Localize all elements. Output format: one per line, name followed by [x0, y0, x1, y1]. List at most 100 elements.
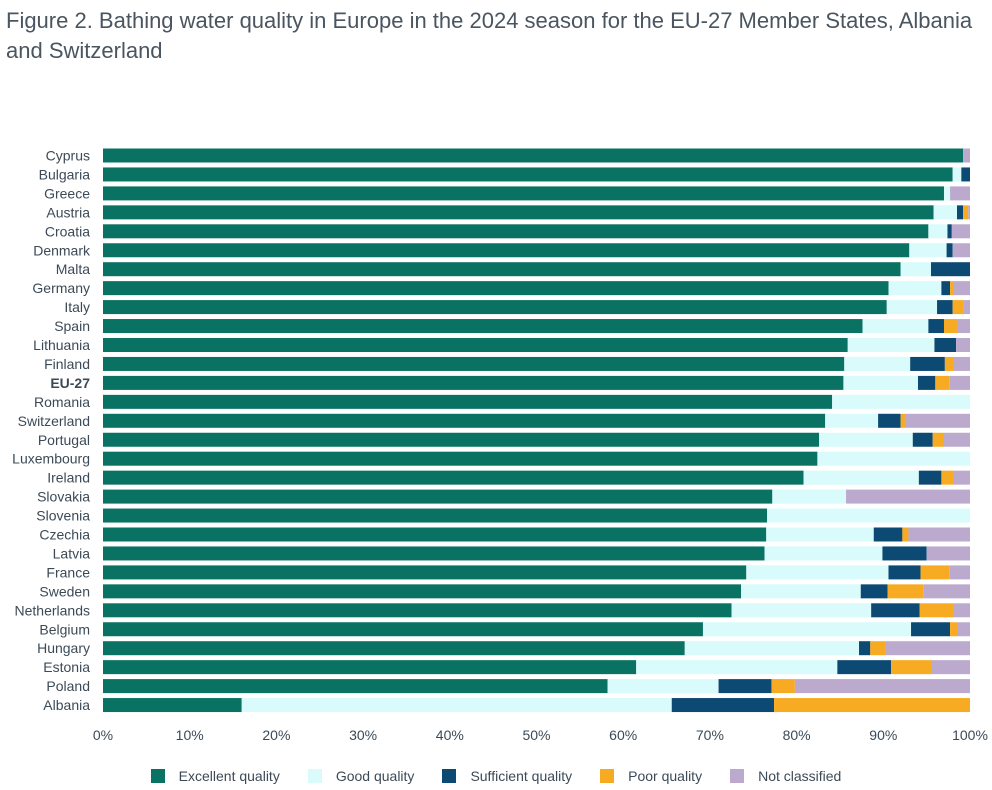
bar-segment-sweden-poor-quality	[887, 584, 924, 599]
bar-segment-germany-poor-quality	[950, 281, 954, 296]
bar-segment-portugal-sufficient-quality	[912, 432, 933, 447]
category-label-ireland: Ireland	[47, 470, 90, 486]
x-tick-label: 10%	[176, 727, 204, 743]
bar-segment-croatia-sufficient-quality	[947, 224, 952, 239]
bar-segment-germany-not-classified	[953, 281, 970, 296]
bar-segment-denmark-not-classified	[952, 243, 970, 258]
legend-swatch	[150, 769, 165, 783]
bar-segment-lithuania-good-quality	[847, 338, 935, 352]
bar-row-romania	[103, 394, 970, 409]
bar-segment-greece-good-quality	[943, 186, 951, 201]
legend-item-good-quality: Good quality	[307, 768, 415, 784]
x-tick-label: 0%	[93, 727, 113, 743]
bar-segment-denmark-sufficient-quality	[946, 243, 953, 258]
bar-segment-bulgaria-excellent-quality	[103, 167, 953, 182]
bar-segment-poland-not-classified	[794, 679, 970, 694]
bar-segment-switzerland-sufficient-quality	[878, 413, 901, 428]
bar-segment-spain-poor-quality	[943, 319, 957, 334]
bar-segment-finland-excellent-quality	[103, 356, 845, 371]
bar-segment-estonia-not-classified	[930, 660, 970, 675]
bar-segment-poland-good-quality	[607, 679, 719, 694]
bar-segment-slovenia-good-quality	[767, 508, 970, 523]
bar-segment-eu-27-good-quality	[843, 375, 918, 390]
legend-swatch	[600, 769, 615, 783]
bar-segment-malta-excellent-quality	[103, 262, 901, 277]
category-labels: Cyprus Bulgaria Greece Austria Croatia Denmar…	[12, 148, 91, 714]
bar-row-france	[103, 565, 970, 580]
bar-segment-denmark-good-quality	[909, 243, 947, 258]
bar-segment-italy-good-quality	[886, 300, 938, 315]
bar-segment-finland-sufficient-quality	[910, 356, 945, 371]
bar-segment-switzerland-excellent-quality	[103, 413, 826, 428]
bar-segment-hungary-excellent-quality	[103, 641, 685, 656]
category-label-denmark: Denmark	[33, 242, 91, 258]
bar-segment-belgium-poor-quality	[950, 622, 957, 637]
bar-segment-portugal-excellent-quality	[103, 432, 820, 447]
category-label-czechia: Czechia	[39, 527, 90, 543]
bar-segment-estonia-excellent-quality	[103, 660, 637, 675]
bar-segment-poland-excellent-quality	[103, 679, 608, 694]
bar-row-portugal	[103, 432, 970, 447]
bar-segment-slovenia-excellent-quality	[103, 508, 768, 523]
bar-segment-finland-good-quality	[844, 356, 911, 371]
x-tick-label: 60%	[609, 727, 637, 743]
bar-segment-latvia-good-quality	[764, 546, 883, 561]
legend-label: Sufficient quality	[470, 768, 573, 784]
category-label-cyprus: Cyprus	[46, 148, 90, 164]
category-label-spain: Spain	[54, 318, 90, 334]
bar-segment-belgium-excellent-quality	[103, 622, 703, 637]
bar-segment-eu-27-sufficient-quality	[917, 375, 936, 390]
bar-segment-sweden-not-classified	[923, 584, 970, 599]
bar-segment-sweden-excellent-quality	[103, 584, 742, 599]
x-tick-label: 50%	[522, 727, 550, 743]
legend-label: Excellent quality	[178, 768, 280, 784]
bar-row-finland	[103, 356, 970, 371]
bar-segment-spain-not-classified	[956, 319, 970, 334]
bar-segment-czechia-poor-quality	[902, 527, 909, 542]
bar-row-slovakia	[103, 489, 970, 504]
bar-segment-france-poor-quality	[920, 565, 950, 580]
bar-segment-estonia-good-quality	[636, 660, 838, 675]
bar-row-estonia	[103, 660, 970, 675]
legend-label: Poor quality	[628, 768, 703, 784]
bar-row-ireland	[103, 470, 970, 485]
bar-segment-czechia-not-classified	[908, 527, 970, 542]
bar-segment-portugal-good-quality	[819, 432, 913, 447]
bar-segment-croatia-good-quality	[928, 224, 948, 239]
bar-segment-spain-sufficient-quality	[928, 319, 944, 334]
bar-segment-italy-sufficient-quality	[937, 300, 953, 315]
bar-segment-malta-good-quality	[900, 262, 931, 277]
x-tick-label: 90%	[869, 727, 897, 743]
legend-swatch	[307, 769, 322, 783]
bar-row-austria	[103, 205, 970, 220]
bar-segment-belgium-good-quality	[702, 622, 912, 637]
bar-segment-france-sufficient-quality	[888, 565, 921, 580]
bar-row-malta	[103, 262, 970, 277]
bar-segment-greece-excellent-quality	[103, 186, 944, 201]
bar-segment-poland-sufficient-quality	[718, 679, 772, 694]
chart-title: Figure 2. Bathing water quality in Europ…	[6, 8, 973, 63]
bar-segment-croatia-excellent-quality	[103, 224, 929, 239]
x-tick-label: 40%	[436, 727, 464, 743]
legend-label: Good quality	[335, 768, 415, 784]
bar-segment-latvia-excellent-quality	[103, 546, 765, 561]
bar-row-cyprus	[103, 148, 970, 163]
bar-segment-cyprus-not-classified	[963, 148, 970, 163]
bar-segment-slovakia-excellent-quality	[103, 489, 773, 504]
bar-segment-lithuania-not-classified	[956, 338, 970, 352]
legend-item-poor-quality: Poor quality	[600, 768, 702, 784]
category-label-austria: Austria	[46, 204, 90, 220]
legend-swatch	[442, 769, 457, 783]
bar-segment-albania-good-quality	[241, 698, 672, 713]
bar-segment-spain-good-quality	[862, 319, 929, 334]
bar-segment-denmark-excellent-quality	[103, 243, 910, 258]
bar-segment-croatia-not-classified	[951, 224, 970, 239]
bar-segment-estonia-sufficient-quality	[837, 660, 892, 675]
bar-segment-lithuania-sufficient-quality	[934, 338, 957, 352]
category-label-greece: Greece	[44, 185, 90, 201]
bar-row-albania	[103, 698, 970, 713]
bar-segment-hungary-sufficient-quality	[859, 641, 871, 656]
bar-segment-hungary-poor-quality	[870, 641, 886, 656]
legend: Excellent quality Good quality Sufficient …	[0, 768, 992, 784]
